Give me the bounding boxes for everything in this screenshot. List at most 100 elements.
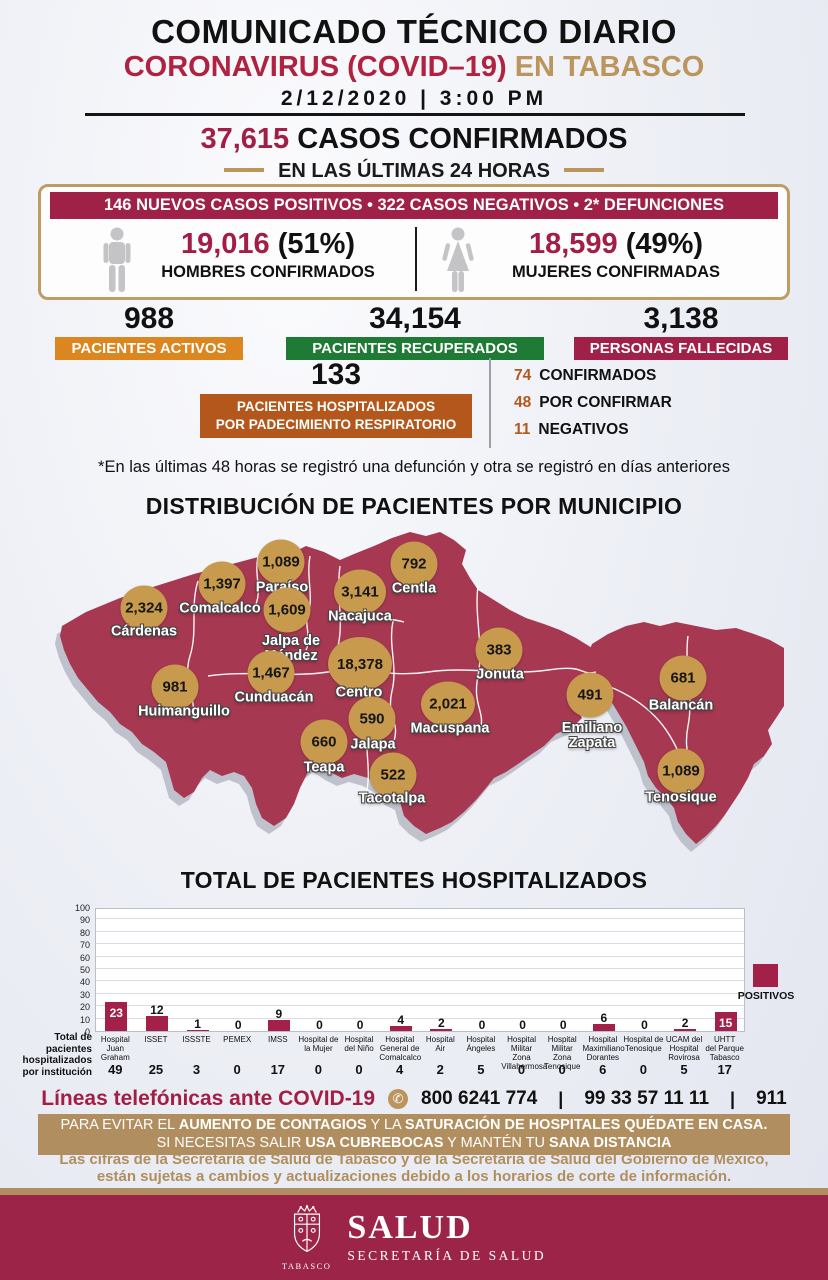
hospital-total: 0: [558, 1062, 566, 1077]
gridline: [96, 955, 744, 957]
hospital-name: Hospital General de Comalcalco: [379, 1035, 422, 1062]
municipality-label: Balancán: [648, 697, 714, 714]
bar-value: 4: [397, 1013, 405, 1028]
deaths-footnote: *En las últimas 48 horas se registró una…: [98, 458, 730, 476]
hospital-name: UHTT del Parque Tabasco: [705, 1035, 745, 1062]
gender-divider: [415, 227, 417, 291]
municipality-bubble: 18,378: [328, 637, 392, 691]
hospital-name: Hospital Maximiliano Dorantes: [582, 1035, 625, 1062]
men-label: HOMBRES CONFIRMADOS: [161, 263, 375, 281]
gridline: [96, 943, 744, 945]
breakdown-value: 48: [514, 394, 532, 411]
municipal-borders: [187, 555, 693, 795]
stay-home-banner: PARA EVITAR EL AUMENTO DE CONTAGIOS Y LA…: [38, 1114, 790, 1155]
confirmed-total: 37,615 CASOS CONFIRMADOS: [0, 121, 828, 157]
bar-value: 23: [109, 1006, 123, 1021]
women-count: 18,599: [528, 228, 618, 260]
y-tick-label: 60: [79, 952, 90, 963]
hospital-total: 6: [599, 1062, 607, 1077]
hospital-total: 5: [477, 1062, 485, 1077]
banner-text: PARA EVITAR EL: [60, 1117, 179, 1133]
footer-brand: SALUD SECRETARÍA DE SALUD: [347, 1211, 546, 1264]
municipality-label: Emiliano Zapata: [561, 720, 623, 751]
banner-text: Y MANTÉN TU: [443, 1134, 549, 1151]
municipality-bubble: 3,141: [334, 569, 386, 615]
banner-bold-text: SANA DISTANCIA: [548, 1134, 672, 1151]
daily-summary-box: 146 NUEVOS CASOS POSITIVOS • 322 CASOS N…: [38, 184, 790, 300]
header-divider: [85, 113, 745, 116]
women-pct: (49%): [617, 228, 704, 260]
banner-text: Y LA: [366, 1117, 405, 1133]
hospital-name: Hospital Militar Zona Tenosique: [543, 1035, 581, 1071]
y-tick-label: 20: [79, 1002, 90, 1013]
municipality-bubble: 792: [390, 541, 438, 587]
status-box-2: 34,154 PACIENTES RECUPERADOS: [286, 302, 544, 360]
bar-value: 0: [519, 1018, 526, 1032]
municipality-bubble: 660: [300, 719, 348, 765]
footer-gold-stripe: [0, 1188, 828, 1195]
municipality-bubble: 590: [348, 696, 396, 742]
gridline: [96, 1017, 744, 1019]
women-stats: 18,599 (49%) MUJERES CONFIRMADAS: [501, 227, 731, 283]
municipality-label: Comalcalco: [179, 600, 261, 617]
phone-lines-label: Líneas telefónicas ante COVID-19: [41, 1087, 376, 1110]
bar-value: 9: [275, 1006, 283, 1021]
disclaimer-line-2: están sujetas a cambios y actualizacione…: [96, 1168, 732, 1185]
status-label: PACIENTES RECUPERADOS: [286, 337, 544, 360]
y-tick-label: 70: [79, 940, 90, 951]
chart-plot-area: 23 12 1 0 9 0 0 4 2 0 0 0 6 0 2 15: [95, 908, 745, 1032]
municipality-bubble: 2,021: [421, 681, 475, 727]
municipality-label: Nacajuca: [328, 608, 392, 625]
municipality-map: 2,324Cárdenas1,397Comalcalco1,089Paraíso…: [48, 526, 788, 860]
legend-swatch: [753, 964, 778, 987]
gold-dash-left: [224, 168, 265, 173]
municipality-bubble: 681: [659, 655, 707, 701]
municipality-label: Tenosique: [645, 789, 717, 806]
hospitalized-count: 133: [310, 358, 362, 391]
breakdown-value: 11: [514, 421, 531, 438]
hospital-total: 0: [233, 1062, 241, 1077]
phone-number-3: 911: [756, 1088, 787, 1109]
gold-dash-right: [563, 168, 604, 173]
positives-bar: [105, 1002, 128, 1031]
bar-value: 0: [234, 1018, 242, 1032]
hospital-name: Hospital Ángeles: [466, 1035, 496, 1053]
y-tick-label: 50: [79, 965, 90, 975]
tabasco-west-region: [60, 532, 604, 834]
footer-brand-name: SALUD: [347, 1209, 473, 1246]
bar-value: 0: [641, 1018, 648, 1032]
coat-of-arms: TABASCO: [282, 1204, 332, 1271]
phone-lines: Líneas telefónicas ante COVID-19 ✆ 800 6…: [0, 1084, 828, 1114]
municipality-label: Teapa: [303, 759, 345, 776]
positives-bar: [430, 1028, 453, 1031]
page-title: COMUNICADO TÉCNICO DIARIO: [151, 13, 677, 50]
positives-bar: [145, 1016, 168, 1031]
footer-brand-subtitle: SECRETARÍA DE SALUD: [347, 1248, 547, 1263]
map-title: DISTRIBUCIÓN DE PACIENTES POR MUNICIPIO: [145, 493, 683, 519]
bar-value: 6: [600, 1010, 608, 1025]
hospital-name: Hospital Militar Zona Villahermosa: [501, 1035, 548, 1071]
status-row: 988 PACIENTES ACTIVOS 34,154 PACIENTES RECU…: [55, 302, 788, 362]
status-value: 34,154: [369, 302, 461, 335]
gridline: [96, 992, 744, 994]
men-count: 19,016: [180, 228, 270, 260]
footer-band: TABASCO SALUD SECRETARÍA DE SALUD: [0, 1195, 828, 1280]
gridline: [96, 980, 744, 982]
banner-text: SI NECESITAS SALIR: [156, 1134, 306, 1151]
hospital-total: 25: [148, 1062, 164, 1077]
hospital-total: 49: [108, 1062, 123, 1077]
municipality-label: Cunduacán: [234, 689, 314, 706]
hospital-name: Hospital Air: [425, 1035, 455, 1053]
hospital-name: UCAM del Hospital Rovirosa: [665, 1035, 703, 1062]
breakdown-label: POR CONFIRMAR: [539, 394, 672, 411]
hospital-name: ISSET: [144, 1035, 168, 1044]
subtitle-state: EN TABASCO: [506, 51, 705, 83]
new-cases-ribbon: 146 NUEVOS CASOS POSITIVOS • 322 CASOS N…: [50, 192, 778, 219]
hospital-name: Hospital Juan Graham: [100, 1035, 130, 1062]
confirmed-number: 37,615: [200, 123, 290, 155]
gridline: [96, 1005, 744, 1007]
hospital-name: IMSS: [268, 1035, 288, 1044]
coat-of-arms-icon: [293, 1205, 320, 1253]
hospital-name: ISSSTE: [182, 1035, 211, 1044]
